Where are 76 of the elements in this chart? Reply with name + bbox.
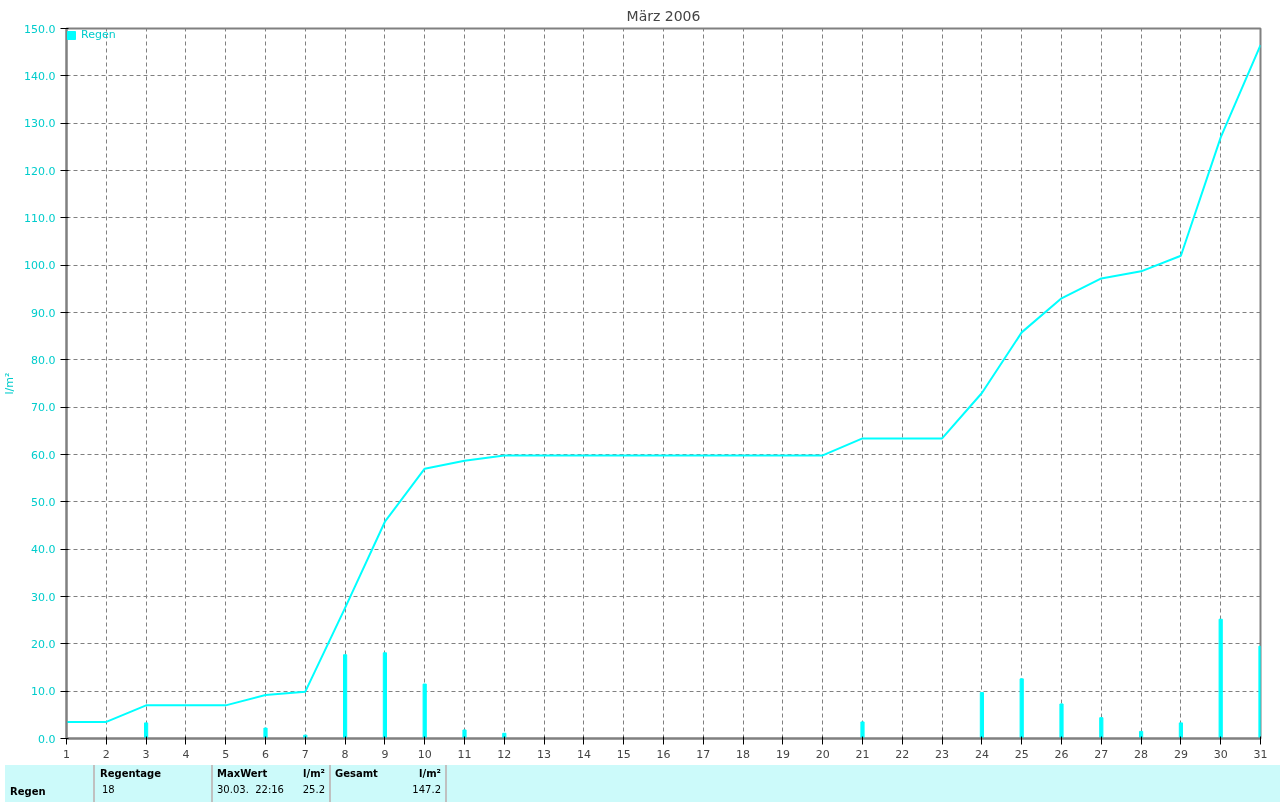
y-tick-label: 100.0 <box>24 259 56 273</box>
y-tick-label: 10.0 <box>31 685 56 699</box>
x-tick-label: 13 <box>537 747 552 761</box>
text: Gesamt <box>335 767 379 781</box>
x-tick-label: 30 <box>1213 747 1228 761</box>
text: Regen <box>10 785 47 799</box>
x-tick-label: 27 <box>1094 747 1109 761</box>
x-tick-label: 28 <box>1134 747 1149 761</box>
text: l/m² <box>302 767 325 781</box>
bar <box>263 727 268 739</box>
text: Regentage <box>100 767 162 781</box>
bar <box>1218 618 1223 739</box>
bar <box>422 683 427 739</box>
text: 147.2 <box>411 783 441 797</box>
y-tick-label: 70.0 <box>31 401 56 415</box>
x-tick-label: 8 <box>341 747 349 761</box>
line-series <box>66 44 1261 723</box>
x-tick-label: 3 <box>142 747 150 761</box>
x-tick-label: 7 <box>301 747 309 761</box>
bar <box>1178 722 1183 739</box>
bar <box>382 652 387 739</box>
x-tick-label: 22 <box>895 747 910 761</box>
x-tick-label: 26 <box>1054 747 1069 761</box>
y-tick-label: 30.0 <box>31 590 56 604</box>
x-tick-label: 6 <box>262 747 269 761</box>
x-tick-label: 9 <box>381 747 389 761</box>
x-tick-label: 12 <box>497 747 512 761</box>
y-tick-label: 20.0 <box>31 637 56 651</box>
y-tick-label: 50.0 <box>31 495 56 509</box>
bar <box>979 692 984 739</box>
x-tick-label: 1 <box>63 747 70 761</box>
text: l/m² <box>418 767 441 781</box>
y-tick-label: 130.0 <box>24 117 56 131</box>
legend-label: Regen <box>81 28 116 41</box>
y-tick-label: 150.0 <box>24 22 56 36</box>
y-tick-label: 90.0 <box>31 306 56 320</box>
x-tick-label: 24 <box>974 747 989 761</box>
x-tick-label: 19 <box>775 747 790 761</box>
x-tick-label: 18 <box>736 747 751 761</box>
bar <box>343 654 348 739</box>
x-tick-label: 14 <box>576 747 591 761</box>
bar <box>1019 678 1024 739</box>
text: 18 <box>102 783 116 797</box>
text: MaxWert <box>217 767 269 781</box>
x-tick-label: 5 <box>222 747 230 761</box>
bar <box>144 722 149 739</box>
x-tick-label: 16 <box>656 747 671 761</box>
x-tick-label: 25 <box>1014 747 1029 761</box>
chart-title: März 2006 <box>626 7 701 24</box>
bar <box>303 734 308 739</box>
y-tick-label: 80.0 <box>31 353 56 367</box>
y-tick-label: 0.0 <box>38 732 56 746</box>
y-tick-label: 120.0 <box>24 164 56 178</box>
x-tick-label: 31 <box>1253 747 1268 761</box>
text: 25.2 <box>301 783 325 797</box>
x-tick-label: 20 <box>815 747 830 761</box>
x-tick-label: 15 <box>616 747 631 761</box>
y-tick-label: 60.0 <box>31 448 56 462</box>
bar <box>462 729 467 739</box>
y-tick-label: 110.0 <box>24 211 56 225</box>
bar <box>1059 703 1064 739</box>
x-tick-label: 11 <box>457 747 472 761</box>
y-tick-label: 140.0 <box>24 69 56 83</box>
text: 30.03. 22:16 <box>217 783 285 797</box>
y-tick-label: 40.0 <box>31 543 56 557</box>
x-tick-label: 2 <box>102 747 110 761</box>
x-tick-label: 10 <box>417 747 432 761</box>
bar <box>860 721 865 739</box>
x-tick-label: 17 <box>696 747 711 761</box>
y-axis-title: l/m² <box>3 372 17 395</box>
bar <box>502 732 507 739</box>
x-tick-label: 4 <box>182 747 190 761</box>
x-tick-label: 21 <box>855 747 870 761</box>
x-tick-label: 29 <box>1173 747 1188 761</box>
bar <box>1099 717 1104 739</box>
x-tick-label: 23 <box>935 747 950 761</box>
